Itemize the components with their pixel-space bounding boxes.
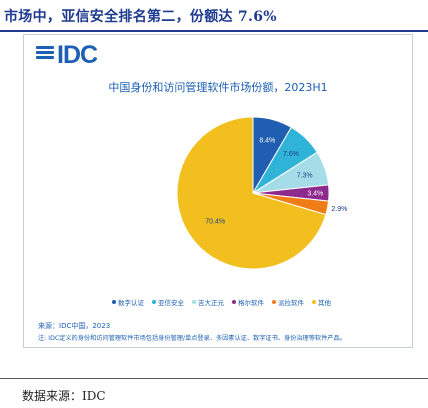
data-label-5: 2.9%	[331, 206, 347, 213]
legend-item-5: 派拉软件	[272, 297, 304, 307]
data-source-footer: 数据来源：IDC	[22, 389, 106, 403]
page-heading: 市场中，亚信安全排名第二，份额达 7.6%	[4, 9, 277, 25]
legend-swatch	[312, 300, 316, 304]
legend-label: 数字认证	[118, 299, 144, 307]
idc-logo-text: IDC	[57, 41, 98, 69]
legend-swatch	[272, 300, 276, 304]
legend-label: 其他	[318, 299, 331, 307]
legend-item-2: 亚信安全	[152, 297, 184, 307]
legend-swatch	[152, 300, 156, 304]
data-label-2: 7.6%	[283, 151, 299, 158]
data-label-6: 70.4%	[205, 219, 225, 226]
chart-legend: 数字认证 亚信安全 吉大正元 格尔软件 派拉软件 其他	[112, 297, 331, 307]
top-divider	[0, 30, 428, 32]
legend-item-6: 其他	[312, 297, 331, 307]
legend-label: 吉大正元	[198, 299, 224, 307]
bottom-divider	[0, 378, 428, 379]
idc-logo: IDC	[36, 41, 112, 69]
pie-slice-6	[176, 116, 327, 270]
legend-swatch	[232, 300, 236, 304]
idc-logo-icon	[36, 46, 54, 64]
data-label-1: 8.4%	[259, 138, 275, 145]
data-label-3: 7.3%	[297, 173, 313, 180]
legend-swatch	[112, 300, 116, 304]
legend-label: 派拉软件	[278, 299, 304, 307]
chart-card: IDC 中国身份和访问管理软件市场份额，2023H1 8.4% 7.6% 7.3% 3…	[23, 34, 413, 348]
legend-label: 格尔软件	[238, 299, 264, 307]
legend-item-3: 吉大正元	[192, 297, 224, 307]
pie-chart: 8.4% 7.6% 7.3% 3.4% 2.9% 70.4%	[176, 116, 347, 270]
legend-item-1: 数字认证	[112, 297, 144, 307]
source-note: 来源：IDC中国，2023	[38, 322, 111, 330]
legend-swatch	[192, 300, 196, 304]
definition-note: 注: IDC定义的身份和访问管理软件市场包括身份管理/单点登录、多因素认证、数字…	[38, 335, 346, 342]
legend-item-4: 格尔软件	[232, 297, 264, 307]
data-label-4: 3.4%	[307, 191, 323, 198]
legend-label: 亚信安全	[158, 299, 184, 307]
chart-title: 中国身份和访问管理软件市场份额，2023H1	[108, 81, 328, 94]
